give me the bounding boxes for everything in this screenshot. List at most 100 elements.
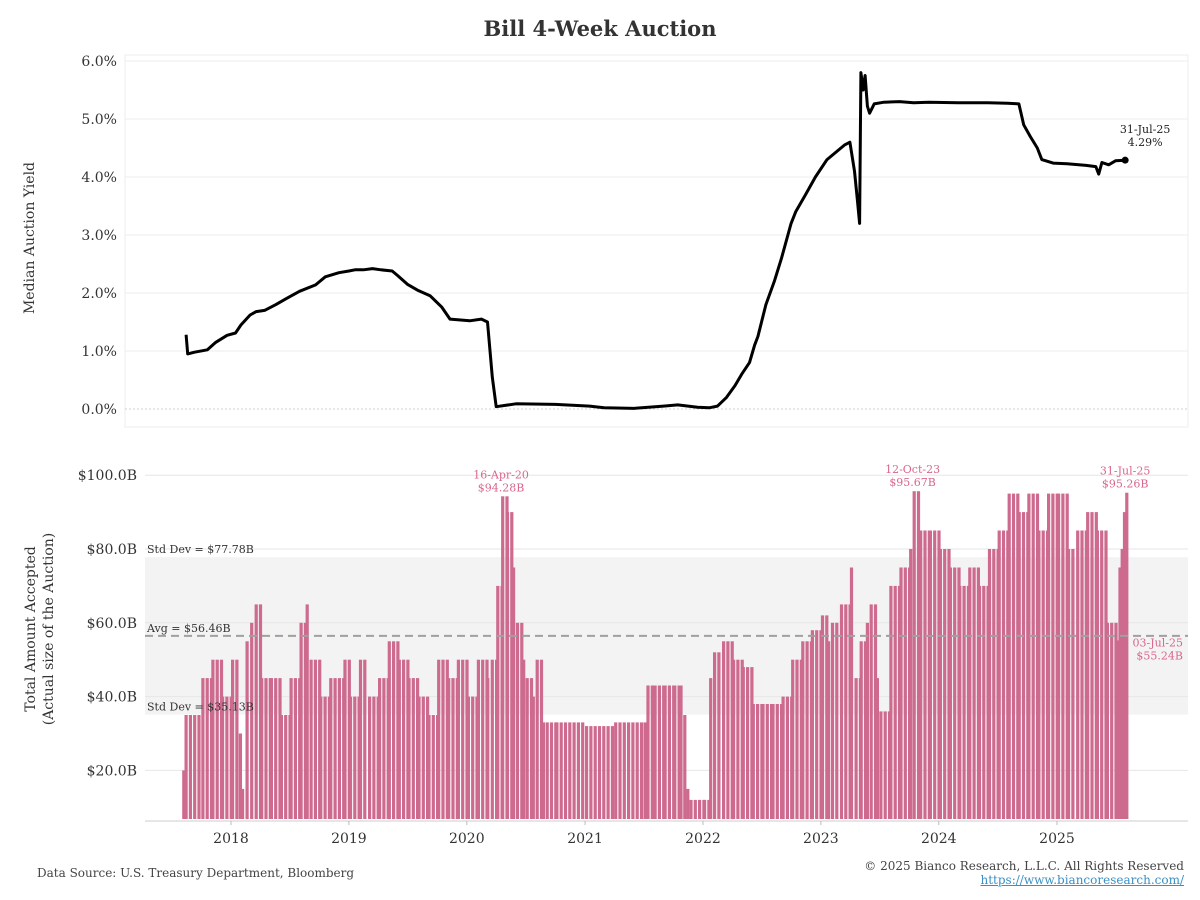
accepted-bar bbox=[319, 696, 323, 819]
accepted-bar bbox=[205, 678, 209, 819]
yield-tick-label: 2.0% bbox=[81, 286, 117, 302]
accepted-bar bbox=[820, 615, 825, 819]
yield-tick-label: 1.0% bbox=[81, 344, 117, 360]
accepted-bar bbox=[382, 678, 386, 819]
accepted-bar bbox=[427, 715, 431, 819]
accepted-bar bbox=[305, 604, 309, 819]
accepted-bar bbox=[441, 659, 445, 819]
accepted-bar bbox=[250, 622, 254, 819]
accepted-bar bbox=[873, 604, 878, 819]
accepted-bar bbox=[639, 722, 644, 819]
accepted-bar bbox=[722, 641, 726, 820]
copyright-block: © 2025 Bianco Research, L.L.C. All Right… bbox=[864, 859, 1184, 887]
accepted-bar bbox=[193, 715, 197, 819]
accepted-bar bbox=[241, 788, 245, 819]
accepted-bar bbox=[182, 770, 186, 819]
accepted-bar bbox=[933, 530, 937, 819]
accepted-bar bbox=[992, 549, 996, 819]
accepted-bar bbox=[520, 622, 524, 819]
accepted-bar bbox=[486, 678, 490, 819]
accepted-bar bbox=[1051, 493, 1055, 819]
accepted-bar bbox=[825, 615, 829, 819]
accepted-bar bbox=[529, 678, 534, 819]
accepted-bar bbox=[827, 641, 831, 820]
accepted-bar bbox=[1007, 493, 1011, 819]
accepted-bar bbox=[411, 678, 415, 819]
accepted-bar bbox=[962, 585, 966, 819]
accepted-bar bbox=[397, 659, 401, 819]
accepted-bar bbox=[958, 585, 962, 819]
accepted-bar bbox=[830, 622, 835, 819]
accepted-bar bbox=[835, 622, 839, 819]
accepted-bar bbox=[646, 685, 650, 819]
accepted-tick-label: $60.0B bbox=[87, 616, 137, 632]
accepted-bar bbox=[746, 667, 750, 819]
accepted-bar bbox=[943, 549, 947, 819]
accepted-bar bbox=[378, 678, 382, 819]
x-tick-label: 2025 bbox=[1039, 831, 1075, 847]
accepted-bar bbox=[501, 496, 505, 819]
accepted-bar bbox=[559, 722, 563, 819]
chart-title: Bill 4-Week Auction bbox=[483, 16, 717, 41]
accepted-bar bbox=[928, 530, 932, 819]
data-source-note: Data Source: U.S. Treasury Department, B… bbox=[37, 866, 355, 880]
accepted-bar bbox=[883, 711, 887, 819]
accepted-bar bbox=[916, 491, 921, 819]
accepted-bar bbox=[525, 678, 529, 819]
accepted-bar bbox=[667, 685, 671, 819]
accepted-bar bbox=[402, 659, 406, 819]
accepted-bar bbox=[689, 799, 693, 819]
accepted-bar bbox=[622, 722, 626, 819]
accepted-bar bbox=[392, 641, 396, 820]
accepted-bar bbox=[736, 659, 740, 819]
accepted-bar bbox=[471, 696, 475, 819]
accepted-bar bbox=[368, 696, 372, 819]
accepted-bar bbox=[337, 678, 341, 819]
accepted-bar bbox=[211, 659, 215, 819]
accepted-bar bbox=[1090, 512, 1094, 819]
accepted-bar bbox=[1114, 622, 1118, 819]
accepted-tick-label: $40.0B bbox=[87, 690, 137, 706]
yield-tick-label: 6.0% bbox=[81, 54, 117, 70]
accepted-bar bbox=[481, 659, 485, 819]
accepted-bar bbox=[1125, 492, 1129, 819]
accepted-bar bbox=[221, 696, 225, 819]
accepted-bar bbox=[606, 726, 610, 819]
accepted-bar bbox=[1031, 493, 1035, 819]
accepted-bar bbox=[197, 715, 201, 819]
accepted-bar bbox=[431, 715, 435, 819]
accepted-bar bbox=[512, 567, 516, 819]
accepted-bar bbox=[805, 641, 809, 820]
accepted-bar bbox=[274, 678, 278, 819]
accepted-bar bbox=[693, 799, 697, 819]
accepted-bar bbox=[437, 659, 441, 819]
accepted-bar bbox=[1057, 493, 1061, 819]
accepted-bar bbox=[893, 585, 897, 819]
accepted-bar bbox=[1116, 640, 1120, 819]
accepted-annotation-date: 16-Apr-20 bbox=[473, 468, 529, 481]
copyright-text: © 2025 Bianco Research, L.L.C. All Right… bbox=[864, 859, 1184, 873]
accepted-bar bbox=[1120, 549, 1124, 819]
accepted-bar bbox=[863, 641, 868, 820]
accepted-bar bbox=[987, 549, 992, 819]
accepted-bar bbox=[1027, 493, 1031, 819]
accepted-bar bbox=[709, 678, 713, 819]
website-link[interactable]: https://www.biancoresearch.com/ bbox=[980, 873, 1184, 887]
accepted-bar bbox=[299, 622, 303, 819]
x-tick-label: 2022 bbox=[685, 831, 721, 847]
yield-panel bbox=[124, 54, 1189, 428]
accepted-bar bbox=[912, 491, 916, 819]
accepted-bar bbox=[447, 678, 451, 819]
accepted-bar bbox=[269, 678, 273, 819]
accepted-bar bbox=[593, 726, 597, 819]
accepted-bar bbox=[1011, 493, 1016, 819]
accepted-bar bbox=[683, 715, 687, 819]
accepted-bar bbox=[707, 799, 711, 819]
accepted-bar bbox=[889, 585, 893, 819]
accepted-bar bbox=[854, 678, 858, 819]
accepted-bar bbox=[849, 567, 854, 819]
accepted-bar bbox=[810, 630, 814, 819]
accepted-bar bbox=[1122, 512, 1127, 819]
accepted-bar bbox=[545, 722, 549, 819]
accepted-bar bbox=[653, 685, 657, 819]
